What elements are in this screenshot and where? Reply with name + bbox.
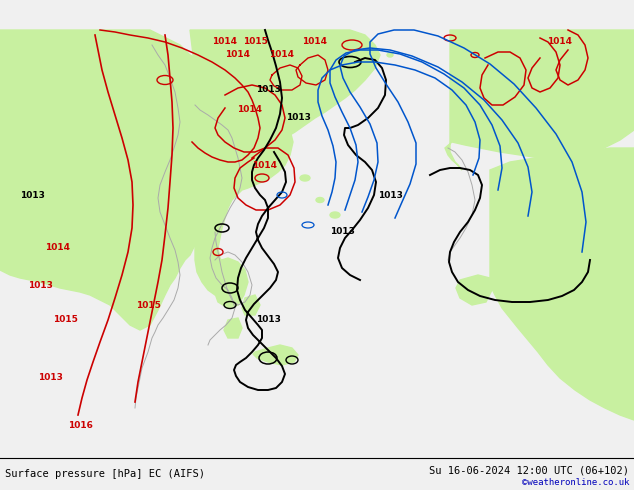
Ellipse shape — [330, 212, 340, 218]
Polygon shape — [504, 285, 530, 312]
Polygon shape — [224, 318, 242, 338]
Text: 1013: 1013 — [20, 191, 44, 199]
Text: 1013: 1013 — [27, 280, 53, 290]
Polygon shape — [28, 195, 68, 228]
Polygon shape — [195, 92, 293, 298]
Text: 1014: 1014 — [302, 38, 328, 47]
Polygon shape — [242, 295, 260, 315]
Text: 1013: 1013 — [378, 191, 403, 199]
Text: 1013: 1013 — [256, 316, 280, 324]
Polygon shape — [155, 105, 195, 188]
Text: 1013: 1013 — [285, 114, 311, 122]
Ellipse shape — [316, 197, 324, 202]
Text: Surface pressure [hPa] EC (AIFS): Surface pressure [hPa] EC (AIFS) — [5, 469, 205, 479]
Text: 1014: 1014 — [252, 161, 278, 170]
Ellipse shape — [300, 175, 310, 181]
Polygon shape — [445, 30, 634, 170]
Ellipse shape — [347, 44, 363, 52]
Text: 1013: 1013 — [330, 227, 354, 237]
Text: 1014: 1014 — [212, 38, 238, 47]
Text: 1015: 1015 — [243, 38, 268, 47]
Polygon shape — [213, 258, 248, 308]
Ellipse shape — [281, 146, 289, 150]
Ellipse shape — [277, 76, 283, 80]
Text: 1015: 1015 — [136, 300, 160, 310]
Ellipse shape — [387, 53, 393, 57]
Text: ©weatheronline.co.uk: ©weatheronline.co.uk — [522, 477, 629, 487]
Polygon shape — [0, 30, 260, 330]
Text: 1014: 1014 — [46, 244, 70, 252]
Text: 1014: 1014 — [269, 50, 295, 59]
Text: 1013: 1013 — [37, 373, 62, 383]
Text: 1016: 1016 — [68, 420, 93, 430]
Ellipse shape — [354, 59, 362, 65]
Text: 1013: 1013 — [256, 85, 280, 95]
Text: 1014: 1014 — [548, 38, 573, 47]
Text: Su 16-06-2024 12:00 UTC (06+102): Su 16-06-2024 12:00 UTC (06+102) — [429, 465, 629, 475]
Text: 1014: 1014 — [238, 105, 262, 115]
Polygon shape — [188, 30, 380, 215]
Text: 1015: 1015 — [53, 316, 77, 324]
Polygon shape — [490, 148, 634, 420]
Polygon shape — [456, 275, 492, 305]
Text: 1014: 1014 — [226, 50, 250, 59]
Polygon shape — [253, 345, 298, 365]
